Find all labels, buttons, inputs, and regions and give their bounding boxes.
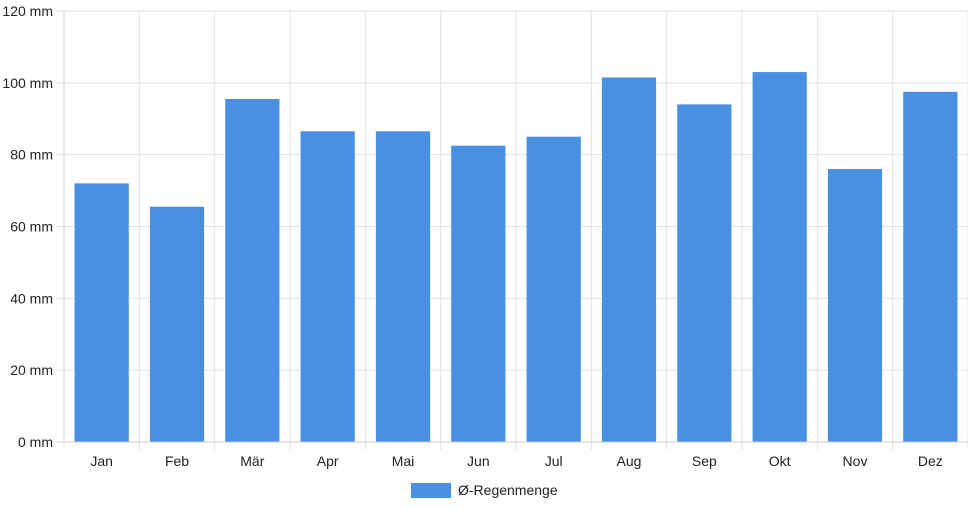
gridlines bbox=[56, 10, 968, 450]
x-tick-label: Mär bbox=[240, 453, 264, 469]
bar-jun bbox=[451, 145, 506, 442]
bar-sep bbox=[677, 104, 732, 442]
y-tick-label: 120 mm bbox=[2, 3, 53, 19]
bar-dez bbox=[903, 91, 958, 442]
x-tick-label: Feb bbox=[165, 453, 189, 469]
y-axis-ticks: 0 mm 20 mm 40 mm 60 mm 80 mm 100 mm 120 mm bbox=[2, 3, 53, 450]
x-tick-label: Apr bbox=[317, 453, 339, 469]
legend[interactable]: Ø-Regenmenge bbox=[411, 482, 558, 498]
y-tick-label: 20 mm bbox=[10, 362, 53, 378]
bar-jul bbox=[526, 136, 581, 443]
x-tick-label: Jul bbox=[545, 453, 563, 469]
bar-nov bbox=[827, 169, 883, 443]
axes bbox=[56, 11, 968, 443]
y-tick-label: 100 mm bbox=[2, 75, 53, 91]
x-tick-label: Aug bbox=[617, 453, 642, 469]
bars bbox=[74, 72, 958, 443]
bar-okt bbox=[752, 72, 807, 442]
legend-swatch bbox=[411, 483, 451, 498]
x-axis-ticks: Jan Feb Mär Apr Mai Jun Jul Aug Sep Okt Nov Dez bbox=[90, 453, 942, 469]
x-tick-label: Jan bbox=[90, 453, 113, 469]
x-tick-label: Dez bbox=[918, 453, 943, 469]
y-tick-label: 0 mm bbox=[18, 434, 53, 450]
bar-aug bbox=[601, 77, 657, 442]
x-tick-label: Okt bbox=[769, 453, 791, 469]
bar-mai bbox=[375, 131, 431, 442]
bar-apr bbox=[300, 131, 355, 442]
bar-jan bbox=[74, 183, 129, 442]
y-tick-label: 40 mm bbox=[10, 290, 53, 306]
x-tick-label: Jun bbox=[467, 453, 490, 469]
y-tick-label: 80 mm bbox=[10, 147, 53, 163]
x-tick-label: Nov bbox=[843, 453, 868, 469]
bar-mär bbox=[225, 98, 280, 442]
x-tick-label: Sep bbox=[692, 453, 717, 469]
x-tick-label: Mai bbox=[392, 453, 415, 469]
bar-feb bbox=[149, 206, 205, 442]
legend-label: Ø-Regenmenge bbox=[458, 482, 558, 498]
y-tick-label: 60 mm bbox=[10, 219, 53, 235]
